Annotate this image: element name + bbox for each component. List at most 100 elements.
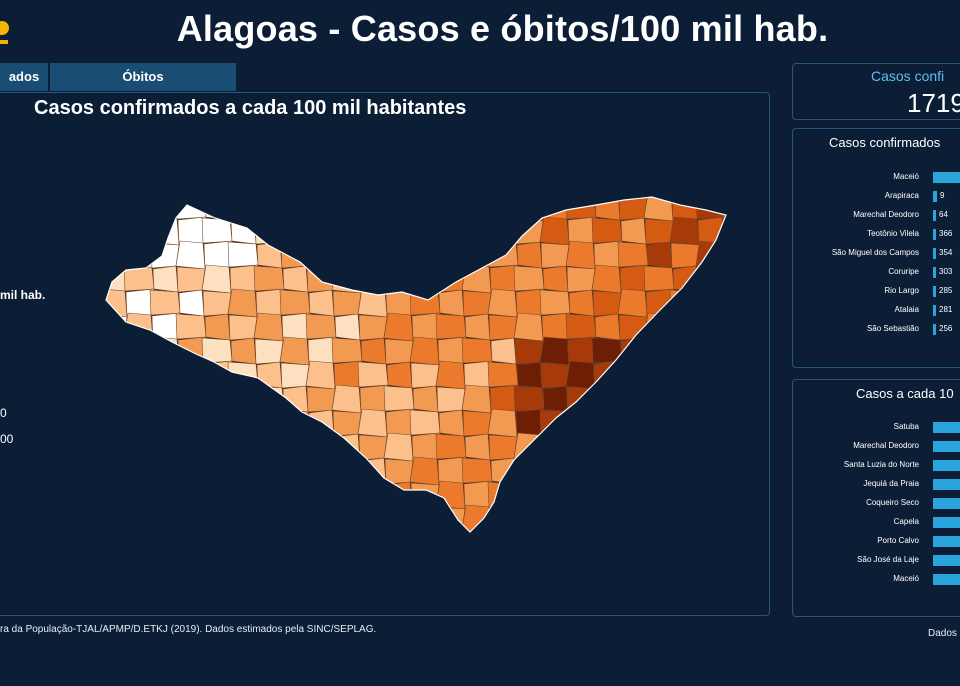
municipality-region[interactable] [540,242,570,269]
municipality-region[interactable] [721,457,752,484]
municipality-region[interactable] [670,362,700,389]
municipality-region[interactable] [593,360,623,390]
bar-row[interactable]: Maceió [793,170,960,186]
municipality-region[interactable] [227,481,259,508]
municipality-region[interactable] [539,289,571,316]
municipality-region[interactable] [305,480,336,510]
municipality-region[interactable] [386,241,413,269]
municipality-region[interactable] [126,361,153,389]
municipality-region[interactable] [100,384,129,414]
municipality-region[interactable] [254,218,284,245]
municipality-region[interactable] [149,456,180,486]
municipality-region[interactable] [515,288,545,318]
municipality-region[interactable] [253,265,285,292]
municipality-region[interactable] [279,289,311,316]
municipality-region[interactable] [513,505,545,532]
municipality-region[interactable] [152,505,179,532]
municipality-region[interactable] [149,529,181,555]
municipality-region[interactable] [307,456,337,486]
municipality-region[interactable] [592,530,622,556]
municipality-region[interactable] [123,505,155,532]
bar-row[interactable]: São José da Laje [793,553,960,569]
municipality-region[interactable] [618,434,648,461]
municipality-region[interactable] [177,456,207,486]
municipality-region[interactable] [490,217,517,245]
municipality-region[interactable] [280,362,310,389]
municipality-region[interactable] [646,241,673,269]
municipality-region[interactable] [253,193,284,222]
municipality-region[interactable] [227,288,258,318]
municipality-region[interactable] [357,288,388,318]
municipality-region[interactable] [696,386,726,413]
municipality-region[interactable] [435,194,467,220]
bar-row[interactable]: Capela [793,515,960,531]
municipality-region[interactable] [359,264,389,294]
municipality-region[interactable] [514,458,544,485]
municipality-region[interactable] [435,240,466,270]
municipality-region[interactable] [333,240,363,270]
municipality-region[interactable] [461,217,493,244]
municipality-region[interactable] [280,482,310,509]
municipality-region[interactable] [358,314,388,341]
municipality-region[interactable] [695,480,726,510]
municipality-region[interactable] [126,481,153,509]
municipality-region[interactable] [357,481,389,508]
municipality-region[interactable] [409,529,441,555]
municipality-region[interactable] [385,408,415,438]
municipality-region[interactable] [565,360,596,390]
municipality-region[interactable] [175,360,206,390]
municipality-region[interactable] [281,312,311,342]
municipality-region[interactable] [516,241,543,269]
bar-row[interactable]: Arapiraca 9 [793,189,960,205]
municipality-region[interactable] [178,529,205,556]
municipality-region[interactable] [308,409,335,437]
municipality-region[interactable] [178,289,205,317]
municipality-region[interactable] [672,265,699,293]
municipality-region[interactable] [228,434,258,461]
municipality-region[interactable] [463,480,493,510]
municipality-region[interactable] [669,216,700,246]
municipality-region[interactable] [487,361,519,388]
municipality-region[interactable] [332,290,362,317]
municipality-region[interactable] [645,408,675,438]
municipality-region[interactable] [617,288,648,318]
bar-fill[interactable] [933,191,937,202]
municipality-region[interactable] [464,194,491,221]
municipality-region[interactable] [591,384,622,414]
bar-fill[interactable] [933,479,960,490]
municipality-region[interactable] [592,410,622,437]
municipality-region[interactable] [669,529,701,555]
municipality-region[interactable] [487,528,518,557]
municipality-region[interactable] [697,456,726,486]
municipality-region[interactable] [331,504,362,533]
municipality-region[interactable] [513,432,544,462]
municipality-region[interactable] [176,386,206,413]
municipality-region[interactable] [541,312,571,342]
municipality-region[interactable] [306,506,336,532]
municipality-region[interactable] [695,360,726,390]
municipality-region[interactable] [228,314,258,341]
municipality-region[interactable] [229,384,259,414]
municipality-region[interactable] [279,216,310,246]
municipality-region[interactable] [722,410,751,437]
municipality-region[interactable] [461,264,492,294]
municipality-region[interactable] [566,266,596,293]
municipality-region[interactable] [591,337,623,364]
municipality-region[interactable] [123,385,155,412]
municipality-region[interactable] [565,313,597,340]
municipality-region[interactable] [383,193,414,222]
municipality-region[interactable] [669,336,700,366]
municipality-region[interactable] [176,506,206,532]
municipality-region[interactable] [125,408,155,438]
municipality-region[interactable] [646,481,673,509]
municipality-region[interactable] [175,480,206,510]
municipality-region[interactable] [696,266,726,293]
municipality-region[interactable] [487,408,518,438]
municipality-region[interactable] [255,288,285,318]
municipality-region[interactable] [411,193,441,222]
municipality-region[interactable] [645,288,675,318]
municipality-region[interactable] [202,290,232,317]
municipality-region[interactable] [410,482,440,509]
municipality-region[interactable] [125,288,155,318]
municipality-region[interactable] [721,264,751,294]
